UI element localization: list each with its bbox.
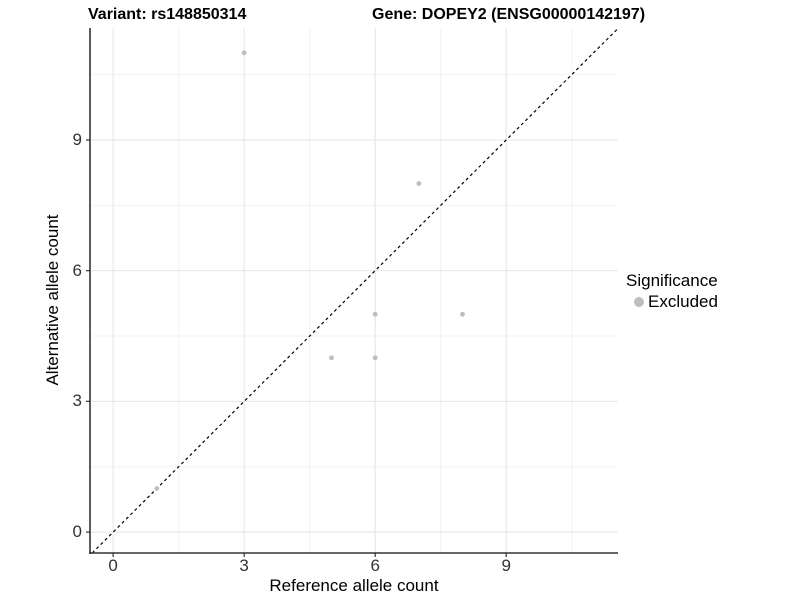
data-point bbox=[241, 50, 247, 56]
y-axis-title: Alternative allele count bbox=[43, 214, 62, 386]
x-axis-title: Reference allele count bbox=[269, 576, 439, 595]
y-tick-label: 9 bbox=[72, 129, 82, 149]
x-tick-label: 6 bbox=[370, 556, 380, 575]
data-point bbox=[416, 181, 422, 186]
variant-title: Variant: rs148850314 bbox=[88, 6, 247, 23]
data-point bbox=[154, 486, 160, 491]
gene-title: Gene: DOPEY2 (ENSG00000142197) bbox=[372, 6, 646, 23]
legend: Significance Excluded bbox=[626, 271, 718, 312]
x-tick-label: 0 bbox=[108, 556, 118, 575]
legend-title: Significance bbox=[626, 271, 718, 290]
data-point bbox=[372, 311, 378, 317]
data-point bbox=[460, 311, 465, 317]
data-point bbox=[372, 355, 378, 361]
y-tick-label: 6 bbox=[72, 260, 82, 280]
y-tick-label: 0 bbox=[72, 522, 82, 542]
x-tick-label: 9 bbox=[501, 556, 511, 575]
identity-line bbox=[91, 28, 619, 554]
legend-item-label: Excluded bbox=[648, 292, 718, 311]
legend-item-excluded: Excluded bbox=[626, 292, 718, 312]
excluded-dot-icon bbox=[634, 297, 644, 307]
data-point bbox=[329, 355, 334, 361]
x-tick-label: 3 bbox=[239, 556, 249, 575]
y-tick-label: 3 bbox=[72, 391, 82, 411]
